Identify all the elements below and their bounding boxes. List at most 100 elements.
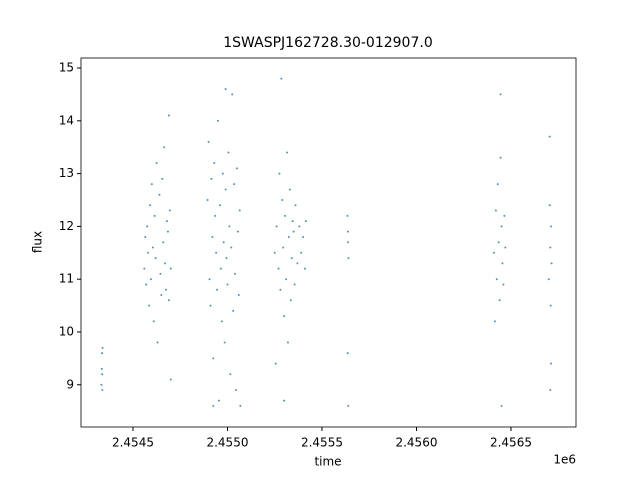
point	[280, 77, 283, 80]
point	[289, 299, 292, 302]
point	[225, 257, 228, 260]
point	[216, 288, 219, 291]
point	[285, 278, 288, 281]
point	[239, 404, 242, 407]
point	[284, 214, 287, 217]
point	[164, 262, 167, 265]
point	[293, 283, 296, 286]
point	[208, 278, 211, 281]
point	[162, 241, 165, 244]
point	[146, 225, 149, 228]
point	[101, 373, 104, 376]
point	[156, 341, 159, 344]
point	[100, 383, 103, 386]
point	[229, 373, 232, 376]
x-tick-label: 2.4550	[206, 436, 248, 450]
point	[234, 272, 237, 275]
point	[145, 283, 148, 286]
y-tick-label: 11	[59, 272, 74, 286]
y-tick-label: 14	[59, 113, 74, 127]
point	[279, 288, 282, 291]
point	[346, 352, 349, 355]
point	[304, 220, 307, 223]
point	[152, 320, 155, 323]
point	[236, 230, 239, 233]
point	[238, 209, 241, 212]
chart-title: 1SWASPJ162728.30-012907.0	[223, 35, 432, 51]
point	[347, 404, 350, 407]
point	[550, 262, 553, 265]
point	[160, 294, 163, 297]
point	[148, 204, 151, 207]
point	[212, 357, 215, 360]
point	[147, 251, 150, 254]
point	[287, 235, 290, 238]
point	[221, 172, 224, 175]
point	[169, 378, 172, 381]
point	[148, 304, 151, 307]
point	[501, 262, 504, 265]
point	[165, 220, 168, 223]
point	[273, 251, 276, 254]
point	[224, 88, 227, 91]
point	[165, 288, 168, 291]
point	[209, 304, 212, 307]
point	[212, 404, 215, 407]
point	[346, 230, 349, 233]
point	[347, 241, 350, 244]
point	[495, 278, 498, 281]
point	[226, 283, 229, 286]
point	[228, 225, 231, 228]
point	[237, 294, 240, 297]
point	[154, 257, 157, 260]
point	[234, 389, 237, 392]
point	[151, 246, 154, 249]
point	[550, 225, 553, 228]
y-tick-label: 9	[66, 377, 74, 391]
point	[232, 309, 235, 312]
point	[296, 262, 299, 265]
point	[100, 367, 103, 370]
point	[281, 199, 284, 202]
point	[158, 193, 161, 196]
point	[149, 278, 152, 281]
point	[499, 156, 502, 159]
point	[290, 257, 293, 260]
point	[302, 235, 305, 238]
point	[163, 146, 166, 149]
point	[550, 362, 553, 365]
point	[277, 267, 280, 270]
point	[548, 204, 551, 207]
point	[494, 209, 497, 212]
point	[214, 214, 217, 217]
point	[283, 315, 286, 318]
point	[498, 299, 501, 302]
x-tick-label: 2.4565	[490, 436, 532, 450]
plot-frame	[80, 57, 577, 428]
point	[230, 246, 233, 249]
point	[286, 341, 289, 344]
point	[288, 188, 291, 191]
point	[153, 214, 156, 217]
point	[292, 230, 295, 233]
point	[547, 278, 550, 281]
y-tick-label: 10	[59, 324, 74, 338]
point	[167, 299, 170, 302]
point	[101, 389, 104, 392]
point	[496, 183, 499, 186]
point	[275, 225, 278, 228]
point	[166, 230, 169, 233]
point	[291, 220, 294, 223]
point	[294, 204, 297, 207]
point	[500, 404, 503, 407]
point	[548, 135, 551, 138]
point	[155, 162, 158, 165]
point	[346, 214, 349, 217]
point	[492, 251, 495, 254]
point	[233, 183, 236, 186]
point	[227, 151, 230, 154]
point	[220, 320, 223, 323]
point	[497, 241, 500, 244]
y-axis-label: flux	[31, 231, 45, 253]
